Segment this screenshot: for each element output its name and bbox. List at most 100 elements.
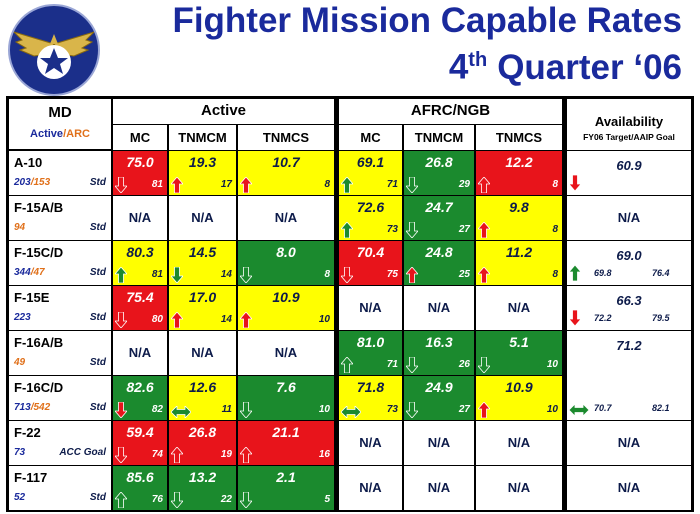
gap xyxy=(335,98,338,510)
rate-sub: 16 xyxy=(318,449,330,460)
rate-cell xyxy=(237,285,335,331)
na-text: N/A xyxy=(359,480,382,495)
trend-arrow xyxy=(406,267,418,283)
na-text: N/A xyxy=(427,480,451,495)
rate-value: 8.0 xyxy=(276,244,296,260)
trend-arrow xyxy=(240,312,252,328)
rate-sub: 76 xyxy=(151,494,163,505)
trend-arrow xyxy=(171,492,183,508)
std-label: Std xyxy=(89,492,106,503)
na-text: N/A xyxy=(191,210,214,225)
trend-arrow xyxy=(406,402,418,418)
quarter-suffix: th xyxy=(468,49,488,71)
column-header: TNMCM xyxy=(168,124,237,151)
availability-target: 69.8 xyxy=(594,268,612,278)
rate-sub: 17 xyxy=(220,179,232,190)
trend-arrow xyxy=(240,447,252,463)
na-cell xyxy=(475,285,563,331)
rate-cell xyxy=(237,375,335,421)
rate-value: 12.6 xyxy=(188,379,217,395)
na-text: N/A xyxy=(507,300,531,315)
availability-value: 60.9 xyxy=(616,158,642,173)
rate-value: 7.6 xyxy=(276,379,296,395)
md-header-cell xyxy=(8,98,112,150)
group-header: Active xyxy=(112,98,335,125)
rate-sub: 8 xyxy=(324,179,330,190)
rate-sub: 29 xyxy=(458,179,470,190)
na-cell xyxy=(237,330,335,376)
rate-value: 81.0 xyxy=(356,334,385,350)
md-name: F-15A/B xyxy=(14,200,64,215)
active-count: 73 xyxy=(14,447,26,458)
trend-arrow xyxy=(478,357,490,373)
trend-arrow xyxy=(569,404,589,416)
na-cell xyxy=(475,420,563,466)
rate-sub: 8 xyxy=(552,269,558,280)
group-header: AFRC/NGB xyxy=(338,98,563,125)
trend-arrow xyxy=(115,402,127,418)
md-subheader: Active/ARC xyxy=(8,128,112,140)
active-count: 223 xyxy=(14,312,31,323)
rate-cell xyxy=(403,375,475,421)
rate-sub: 82 xyxy=(151,404,163,415)
na-text: N/A xyxy=(507,480,531,495)
na-text: N/A xyxy=(128,345,152,360)
rate-value: 11.2 xyxy=(505,244,533,260)
rate-value: 24.7 xyxy=(425,199,453,215)
std-label: ACC Goal xyxy=(59,447,106,458)
rate-cell xyxy=(237,465,335,511)
trend-arrow xyxy=(478,267,490,283)
trend-arrow xyxy=(406,357,418,373)
rate-cell xyxy=(475,150,563,196)
na-text: N/A xyxy=(617,210,641,225)
rate-sub: 8 xyxy=(552,224,558,235)
trend-arrow xyxy=(171,177,183,193)
md-name: F-117 xyxy=(14,470,48,485)
trend-arrow xyxy=(569,175,581,191)
md-counts: 203/153 xyxy=(14,177,50,188)
availability-subheader: FY06 Target/AAIP Goal xyxy=(583,132,675,142)
md-header: MD xyxy=(48,104,72,121)
trend-arrow xyxy=(240,177,252,193)
availability-value: 66.3 xyxy=(616,293,642,308)
md-counts: 344/47 xyxy=(14,267,45,278)
availability-goal: 76.4 xyxy=(652,268,670,278)
std-label: Std xyxy=(89,222,106,233)
na-text: N/A xyxy=(359,435,382,450)
trend-arrow xyxy=(240,492,252,508)
std-label: Std xyxy=(89,357,106,368)
trend-arrow xyxy=(406,222,418,238)
trend-arrow xyxy=(171,312,183,328)
trend-arrow xyxy=(341,222,353,238)
rate-sub: 71 xyxy=(386,359,398,370)
trend-arrow xyxy=(406,177,418,193)
trend-arrow xyxy=(171,267,183,283)
availability-cell xyxy=(566,330,692,376)
md-name: F-15C/D xyxy=(14,245,64,260)
rate-value: 2.1 xyxy=(276,469,296,485)
trend-arrow xyxy=(478,402,490,418)
na-text: N/A xyxy=(617,435,641,450)
availability-target: 72.2 xyxy=(594,313,612,323)
rate-value: 16.3 xyxy=(425,334,453,350)
md-name: F-15E xyxy=(14,290,50,305)
rate-sub: 74 xyxy=(151,449,163,460)
rate-sub: 10 xyxy=(318,314,330,325)
rate-cell xyxy=(237,150,335,196)
rate-cell xyxy=(338,375,403,421)
md-name: F-16C/D xyxy=(14,380,64,395)
rate-sub: 5 xyxy=(324,494,330,505)
gap xyxy=(563,98,566,510)
rate-sub: 10 xyxy=(546,404,558,415)
trend-arrow xyxy=(341,406,361,418)
na-cell xyxy=(338,420,403,466)
na-text: N/A xyxy=(427,300,451,315)
active-count: 344 xyxy=(14,267,31,278)
std-label: Std xyxy=(89,402,106,413)
trend-arrow xyxy=(240,402,252,418)
na-cell xyxy=(112,195,168,241)
rate-value: 85.6 xyxy=(126,469,154,485)
md-cell xyxy=(8,465,112,511)
rate-sub: 73 xyxy=(386,404,398,415)
rate-cell xyxy=(338,240,403,286)
